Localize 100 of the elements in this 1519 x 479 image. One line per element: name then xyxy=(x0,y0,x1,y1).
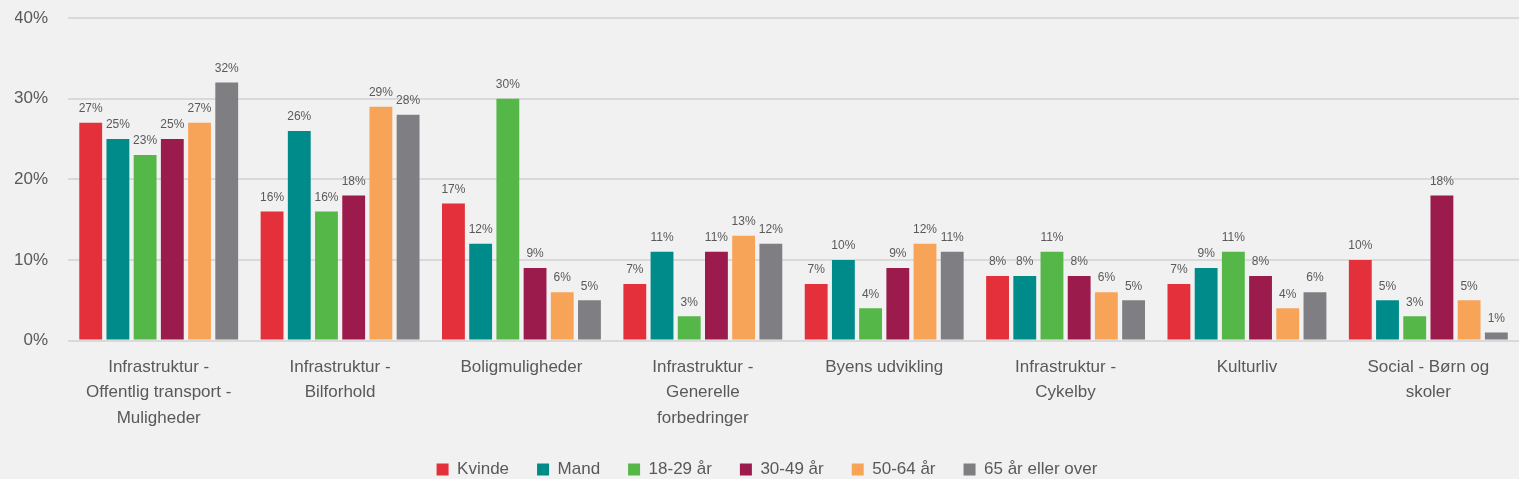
bar xyxy=(133,155,157,340)
bar xyxy=(1040,251,1064,340)
data-label: 11% xyxy=(704,230,729,245)
data-label: 6% xyxy=(1097,270,1116,285)
bar xyxy=(469,243,493,340)
legend-label: 18-29 år xyxy=(648,459,713,479)
data-label: 7% xyxy=(626,262,644,277)
legend-label: 50-64 år xyxy=(872,459,936,479)
data-label: 16% xyxy=(260,189,285,204)
data-label: 5% xyxy=(1378,278,1397,293)
bar xyxy=(160,138,184,340)
bar xyxy=(1094,292,1118,340)
bar xyxy=(1122,300,1146,340)
data-label: 29% xyxy=(368,85,394,99)
x-tick-label: Infrastruktur - Generelle forbedringer xyxy=(652,356,754,427)
bar xyxy=(1249,276,1272,340)
bar xyxy=(1430,195,1454,340)
x-tick-label: Boligmuligheder xyxy=(460,356,583,376)
data-label: 8% xyxy=(1016,254,1034,269)
data-label: 12% xyxy=(758,222,784,237)
data-label: 25% xyxy=(160,117,185,132)
bar xyxy=(1221,251,1245,340)
bar xyxy=(188,122,211,340)
data-label: 16% xyxy=(314,189,339,204)
bar xyxy=(1403,316,1427,340)
data-label: 10% xyxy=(831,238,856,253)
bar xyxy=(106,138,130,340)
bar xyxy=(1303,292,1327,340)
bar xyxy=(677,316,701,340)
bar xyxy=(1013,276,1037,340)
y-tick-label: 20% xyxy=(13,168,49,188)
bar xyxy=(1376,300,1399,340)
bar xyxy=(1457,300,1481,340)
data-label: 18% xyxy=(1429,173,1455,188)
legend-label: Kvinde xyxy=(457,459,510,479)
bar xyxy=(1484,332,1508,340)
bar xyxy=(623,284,647,340)
y-tick-label: 30% xyxy=(13,88,49,108)
data-label: 8% xyxy=(1070,254,1089,269)
data-label: 25% xyxy=(105,117,131,132)
bar xyxy=(315,211,338,340)
data-label: 3% xyxy=(1406,294,1424,309)
bar xyxy=(759,243,783,340)
bar xyxy=(1348,259,1372,340)
data-label: 18% xyxy=(341,173,367,188)
bar xyxy=(260,211,284,340)
data-label: 4% xyxy=(861,286,880,301)
bar xyxy=(986,276,1009,340)
bar xyxy=(886,267,910,340)
data-label: 28% xyxy=(396,93,421,108)
bar xyxy=(496,98,520,340)
data-label: 26% xyxy=(287,109,312,124)
bar xyxy=(396,114,420,340)
bar xyxy=(550,292,574,340)
bar xyxy=(1194,267,1218,340)
bar xyxy=(578,300,601,340)
data-label: 11% xyxy=(1221,230,1246,245)
data-label: 11% xyxy=(650,230,674,245)
x-tick-label: Social - Børn og skoler xyxy=(1367,356,1490,402)
data-label: 7% xyxy=(1170,262,1188,277)
data-label: 23% xyxy=(133,133,158,148)
bar xyxy=(1167,284,1191,340)
data-label: 9% xyxy=(1197,246,1216,261)
bar xyxy=(732,235,756,340)
bar xyxy=(940,251,964,340)
data-label: 6% xyxy=(553,270,572,285)
data-label: 7% xyxy=(807,262,826,277)
data-label: 8% xyxy=(1251,254,1270,269)
y-tick-label: 40% xyxy=(13,7,49,27)
bar xyxy=(369,106,393,340)
data-label: 9% xyxy=(889,246,907,261)
data-label: 17% xyxy=(441,181,466,196)
bar xyxy=(859,308,883,340)
bar xyxy=(215,82,239,340)
data-label: 1% xyxy=(1487,310,1506,325)
data-label: 27% xyxy=(187,101,212,116)
data-label: 12% xyxy=(468,222,493,237)
x-tick-label: Infrastruktur - Offentlig transport - Muligheder xyxy=(86,356,232,427)
bar xyxy=(705,251,728,340)
bar xyxy=(831,259,855,340)
data-label: 3% xyxy=(680,294,699,309)
y-tick-label: 10% xyxy=(13,249,49,269)
legend-label: Mand xyxy=(557,459,601,479)
bar xyxy=(804,284,828,340)
data-label: 32% xyxy=(214,60,240,75)
data-label: 5% xyxy=(1460,278,1479,293)
x-tick-label: Byens udvikling xyxy=(825,356,944,376)
data-label: 6% xyxy=(1306,270,1324,285)
y-tick-label: 0% xyxy=(23,330,49,350)
bar xyxy=(1067,276,1091,340)
bar xyxy=(1276,308,1300,340)
data-label: 5% xyxy=(1124,278,1143,293)
bar xyxy=(342,195,366,340)
bar xyxy=(79,122,103,340)
x-tick-label: Kulturliv xyxy=(1216,356,1278,376)
x-tick-label: Infrastruktur - Bilforhold xyxy=(289,356,391,402)
data-label: 5% xyxy=(580,278,599,293)
data-label: 30% xyxy=(495,76,521,91)
data-label: 27% xyxy=(78,101,104,116)
data-label: 4% xyxy=(1279,286,1297,301)
